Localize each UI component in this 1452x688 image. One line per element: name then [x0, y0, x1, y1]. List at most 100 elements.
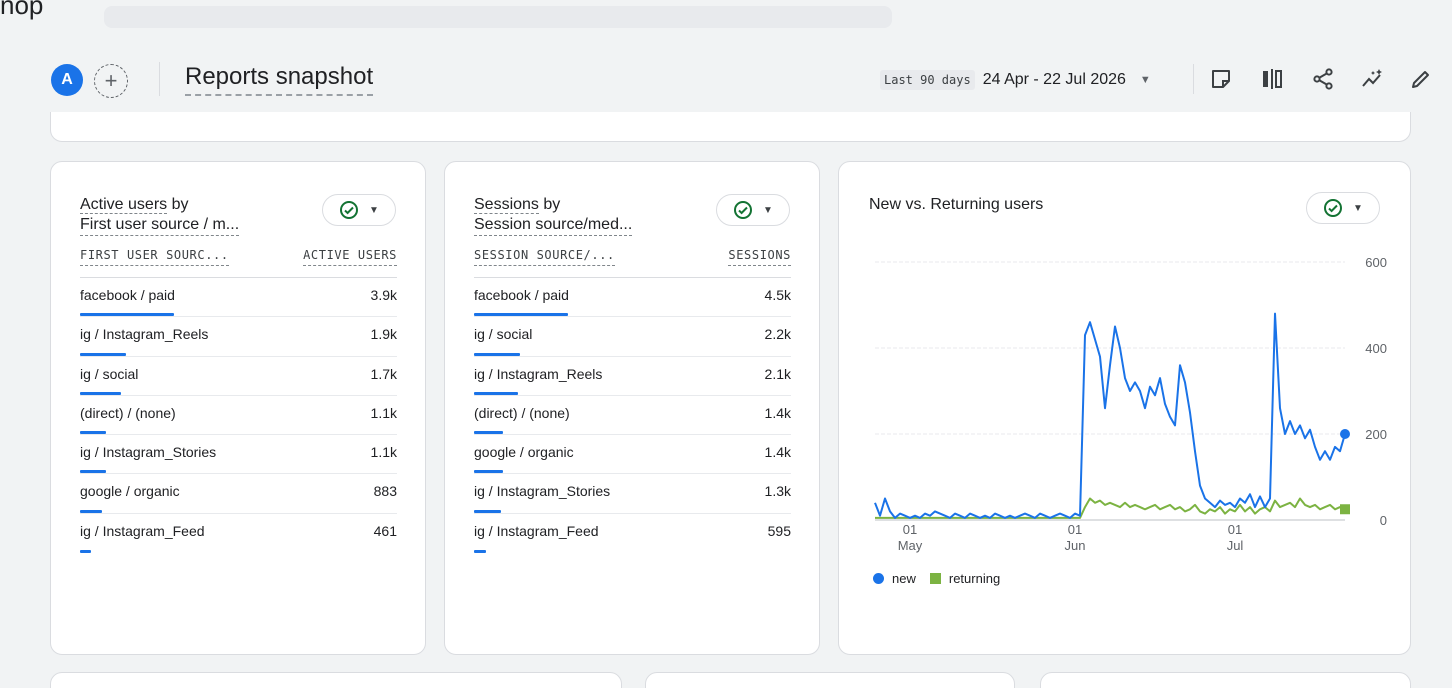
chevron-down-icon: ▼ [1139, 74, 1151, 86]
row-value-bar [474, 313, 568, 317]
row-value-bar [474, 391, 519, 395]
table-row[interactable]: ig / social 1.7k [80, 357, 397, 396]
row-value-bar [474, 470, 504, 474]
row-value: 1.1k [370, 404, 397, 421]
check-circle-icon [1324, 199, 1343, 217]
table-row[interactable]: ig / Instagram_Feed 461 [80, 514, 397, 554]
row-label: google / organic [474, 444, 574, 461]
card-title: New vs. Returning users [869, 196, 1044, 213]
series-line-returning[interactable] [875, 497, 1346, 519]
row-value-bar [80, 391, 122, 395]
header-divider [1193, 64, 1194, 94]
column-header-metric[interactable]: SESSIONS [728, 248, 791, 266]
row-label: ig / Instagram_Stories [80, 444, 217, 461]
card-title-by: by [167, 196, 189, 213]
next-card [1040, 672, 1411, 688]
row-value: 1.9k [370, 326, 397, 343]
card-title-dimension: First user source / m... [80, 215, 240, 236]
new-vs-returning-card: New vs. Returning users ▼ 0 200 400 600 01 Ma… [838, 161, 1411, 655]
row-value-bar [80, 550, 92, 554]
row-value: 1.4k [764, 444, 791, 461]
table-body: facebook / paid 4.5k ig / social 2.2k ig / I… [474, 278, 791, 554]
legend-swatch-new [873, 573, 884, 584]
search-bar[interactable] [104, 6, 892, 28]
column-header-dimension[interactable]: FIRST USER SOURC... [80, 248, 229, 266]
y-tick-label: 400 [1365, 341, 1387, 356]
page-title[interactable]: Reports snapshot [185, 62, 374, 96]
card-title-metric: Active users [80, 196, 168, 214]
x-tick-month: Jul [1227, 538, 1244, 553]
card-title-by: by [538, 196, 561, 213]
share-annotation-icon[interactable] [1206, 64, 1236, 94]
column-header-dimension[interactable]: SESSION SOURCE/... [474, 248, 615, 266]
table-row[interactable]: google / organic 1.4k [474, 435, 791, 475]
row-label: ig / social [474, 326, 533, 343]
chart-legend: new returning [873, 571, 1000, 586]
insights-icon[interactable] [1358, 64, 1388, 94]
row-value: 4.5k [764, 287, 791, 303]
table-header: FIRST USER SOURC... ACTIVE USERS [80, 248, 397, 278]
row-label: ig / social [80, 365, 139, 382]
table-row[interactable]: (direct) / (none) 1.4k [474, 396, 791, 436]
chevron-down-icon: ▼ [1353, 202, 1363, 214]
edit-icon[interactable] [1406, 64, 1436, 94]
column-header-metric[interactable]: ACTIVE USERS [303, 248, 397, 266]
check-circle-icon [340, 201, 359, 219]
table-row[interactable]: ig / Instagram_Reels 2.1k [474, 357, 791, 396]
comparison-avatar[interactable]: A [51, 64, 83, 96]
y-tick-label: 600 [1365, 255, 1387, 270]
compare-icon[interactable] [1257, 64, 1287, 94]
data-table: SESSION SOURCE/... SESSIONS facebook / p… [474, 248, 791, 554]
table-row[interactable]: ig / social 2.2k [474, 317, 791, 357]
share-icon[interactable] [1308, 64, 1338, 94]
chevron-down-icon: ▼ [763, 204, 773, 216]
row-value-bar [80, 509, 102, 513]
next-card [645, 672, 1015, 688]
series-line-new[interactable] [874, 312, 1346, 519]
series-endpoint-returning[interactable] [1340, 504, 1350, 515]
row-value: 1.1k [370, 444, 397, 461]
legend-label-new[interactable]: new [892, 571, 916, 586]
series-endpoint-new[interactable] [1340, 429, 1350, 439]
legend-label-returning[interactable]: returning [948, 571, 1001, 586]
x-tick-month: May [898, 538, 923, 553]
card-status-button[interactable]: ▼ [716, 194, 790, 226]
date-range-picker[interactable]: Last 90 days 24 Apr - 22 Jul 2026 ▼ [880, 70, 1151, 90]
card-title[interactable]: Sessions by Session source/med... [474, 195, 633, 236]
row-value-bar [474, 509, 502, 513]
add-comparison-button[interactable]: + [94, 64, 128, 98]
table-row[interactable]: ig / Instagram_Stories 1.3k [474, 474, 791, 514]
row-value-bar [474, 431, 504, 435]
table-row[interactable]: ig / Instagram_Stories 1.1k [80, 435, 397, 475]
card-title-dimension: Session source/med... [474, 215, 633, 236]
table-row[interactable]: (direct) / (none) 1.1k [80, 396, 397, 436]
card-status-button[interactable]: ▼ [1306, 192, 1380, 224]
row-value-bar [80, 470, 107, 474]
sessions-card: Sessions by Session source/med... ▼ SESS… [444, 161, 820, 655]
row-label: ig / Instagram_Reels [474, 365, 603, 382]
x-tick-day: 01 [1068, 522, 1082, 537]
table-row[interactable]: ig / Instagram_Reels 1.9k [80, 317, 397, 357]
card-status-button[interactable]: ▼ [322, 194, 396, 226]
row-value: 1.3k [764, 483, 791, 500]
x-tick-day: 01 [903, 522, 917, 537]
header-divider [159, 62, 160, 96]
row-value-bar [80, 352, 127, 356]
active-users-card: Active users by First user source / m...… [50, 161, 426, 655]
row-label: ig / Instagram_Stories [474, 483, 611, 500]
row-value: 595 [767, 522, 791, 539]
row-value: 2.2k [764, 326, 791, 343]
row-value-bar [474, 550, 487, 554]
table-body: facebook / paid 3.9k ig / Instagram_Reels 1… [80, 278, 397, 554]
table-header: SESSION SOURCE/... SESSIONS [474, 248, 791, 278]
table-row[interactable]: ig / Instagram_Feed 595 [474, 514, 791, 554]
check-circle-icon [734, 201, 753, 219]
card-title[interactable]: Active users by First user source / m... [80, 195, 240, 236]
table-row[interactable]: facebook / paid 4.5k [474, 278, 791, 318]
previous-card-bottom [50, 112, 1411, 142]
table-row[interactable]: google / organic 883 [80, 474, 397, 514]
data-table: FIRST USER SOURC... ACTIVE USERS faceboo… [80, 248, 397, 554]
table-row[interactable]: facebook / paid 3.9k [80, 278, 397, 318]
row-label: (direct) / (none) [474, 404, 570, 421]
